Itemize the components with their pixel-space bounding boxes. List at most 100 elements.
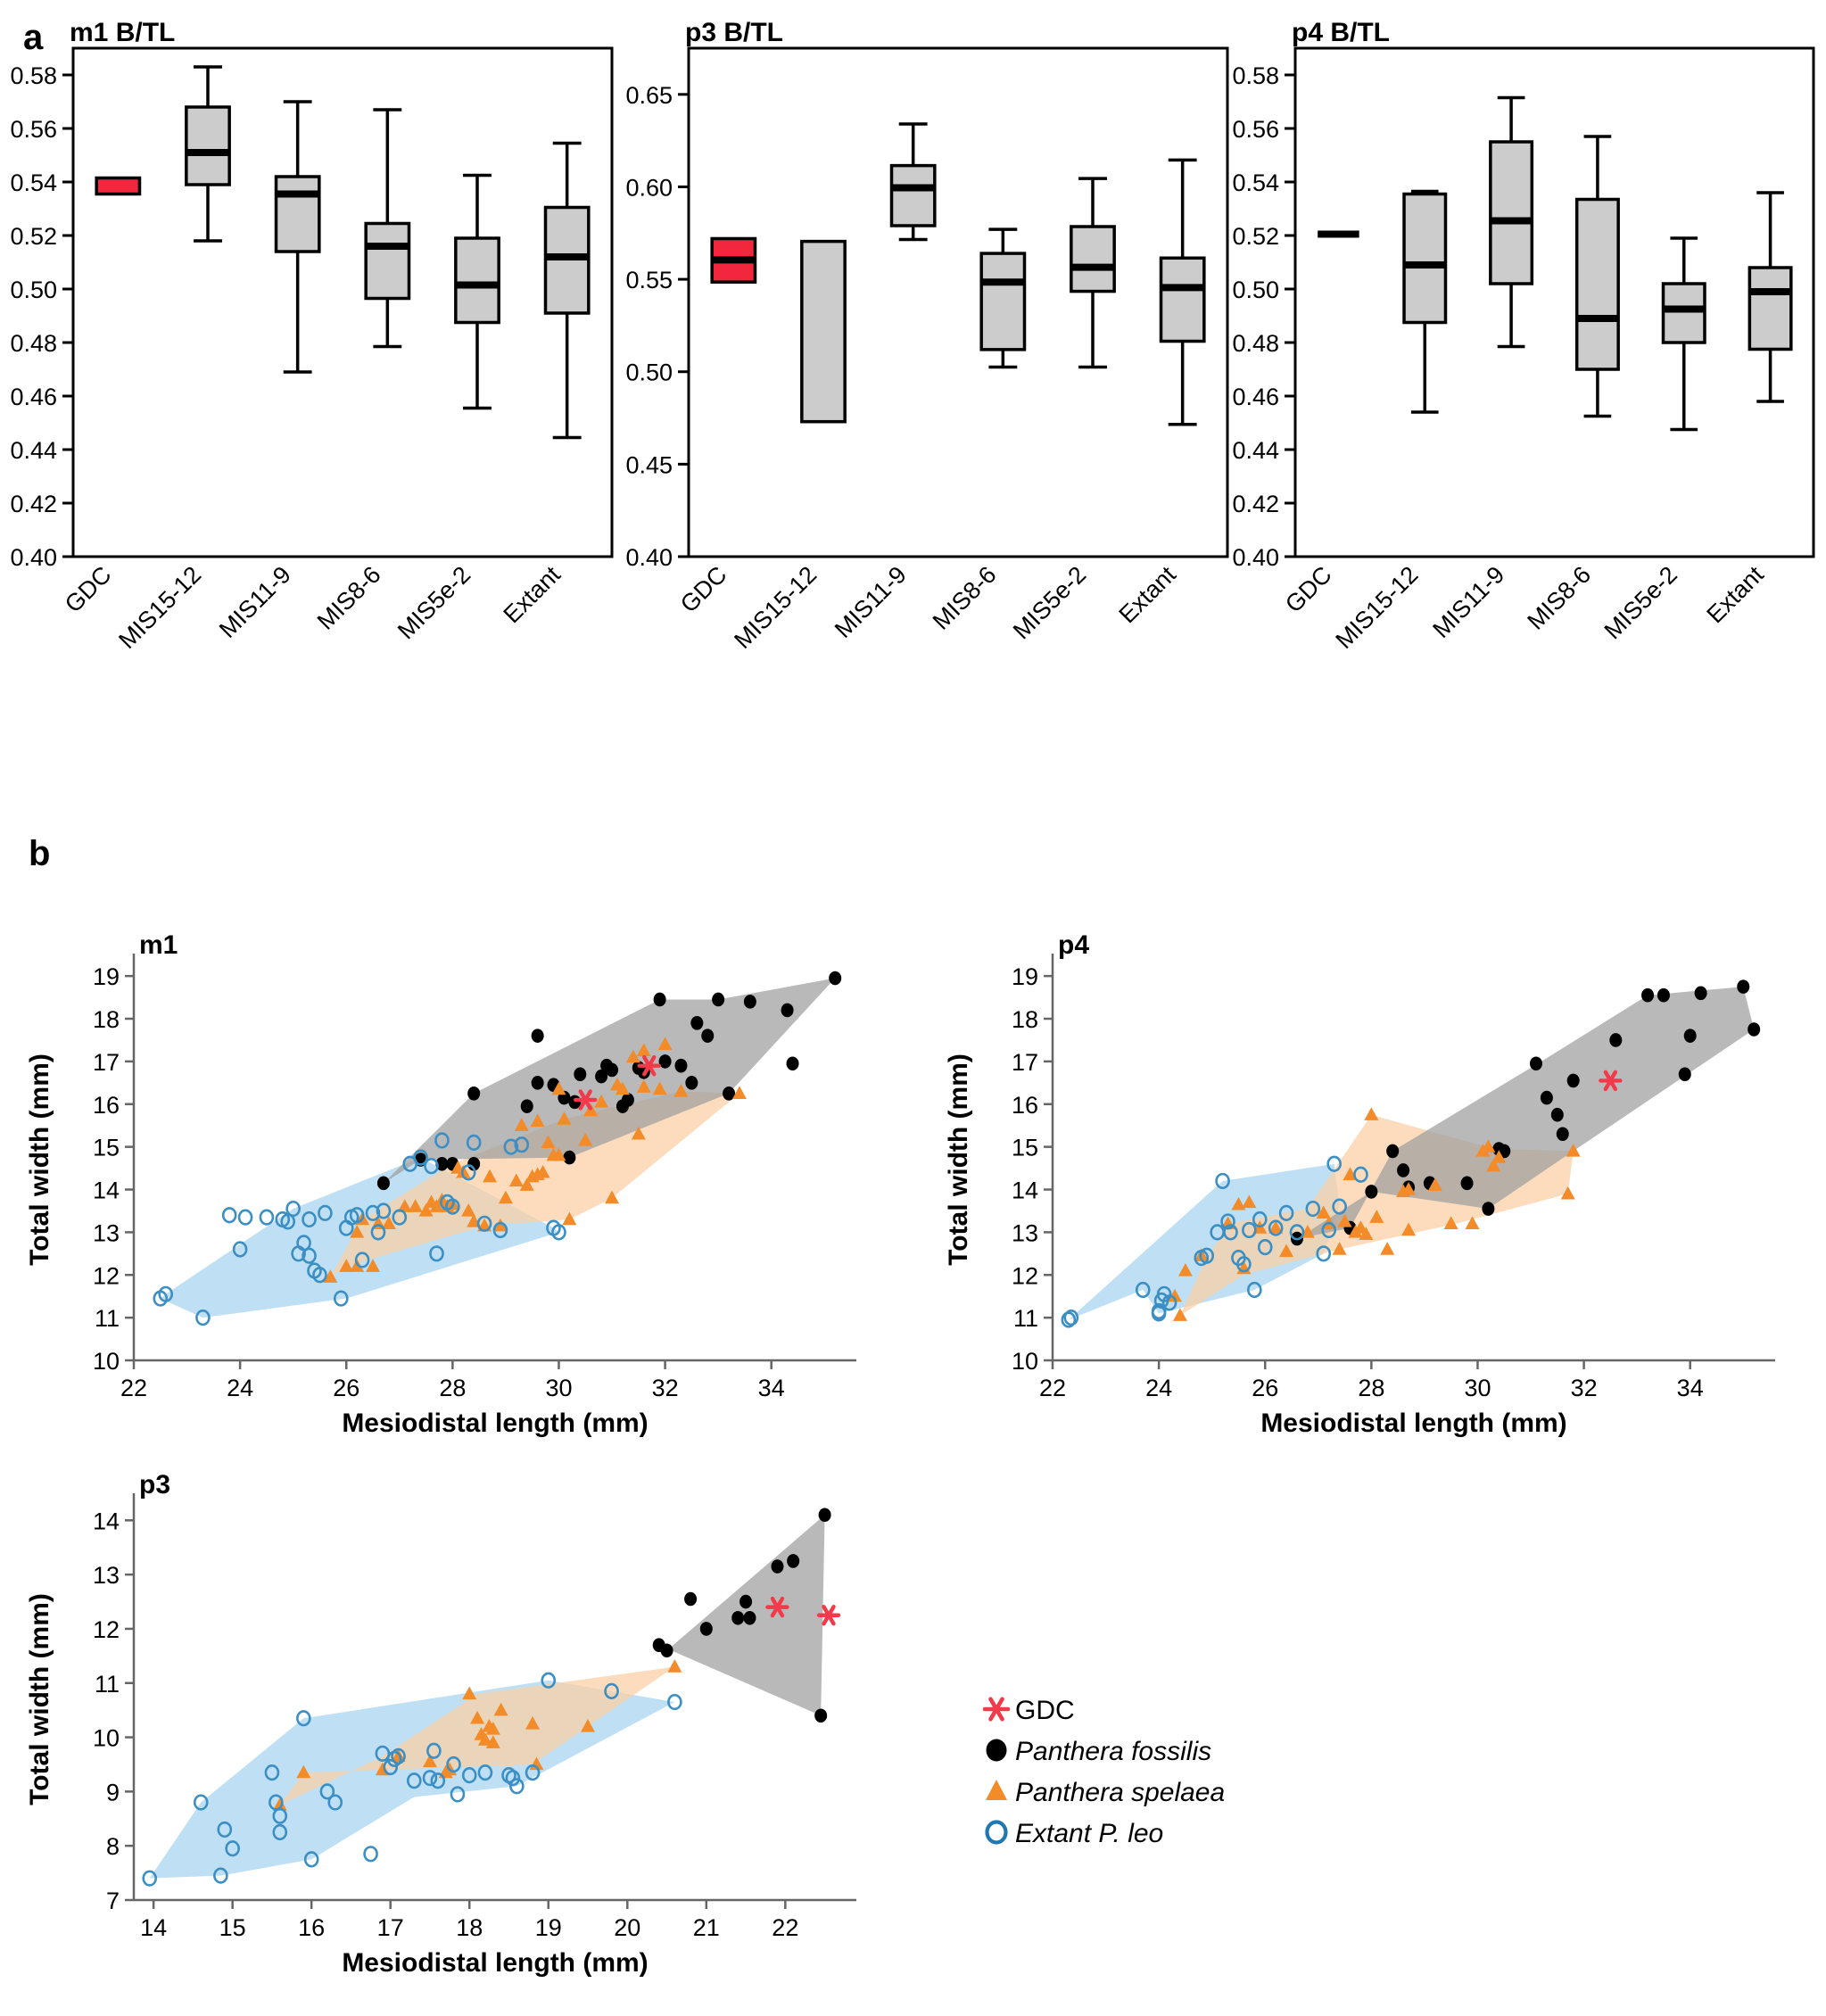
point-fossilis — [781, 1003, 794, 1018]
scatter-series — [765, 1596, 841, 1626]
x-axis-tick-label: 16 — [298, 1914, 325, 1941]
x-axis-tick-label: 24 — [227, 1375, 253, 1401]
boxplot-m1-container: m1 B/TL 0.40 0.42 0.44 0.46 0.48 0.50 0.52 0.54 0… — [0, 21, 624, 824]
point-extant-leo — [525, 1764, 541, 1781]
x-axis-tick-label: 30 — [1464, 1375, 1491, 1401]
point-fossilis — [1550, 1107, 1564, 1122]
x-axis-tick-label: 15 — [219, 1914, 246, 1941]
y-axis-tick-label: 13 — [1012, 1219, 1038, 1246]
point-extant-leo — [1305, 1200, 1321, 1218]
y-axis-tick-label: 0.52 — [1232, 223, 1279, 250]
point-spelaea — [541, 1135, 556, 1149]
point-extant-leo — [1316, 1245, 1332, 1262]
y-axis-tick-label: 0.48 — [10, 330, 57, 357]
x-axis-tick-label: 21 — [693, 1914, 720, 1941]
y-axis-tick-label: 0.54 — [1232, 169, 1279, 196]
point-fossilis — [743, 995, 756, 1009]
point-spelaea — [366, 1259, 381, 1272]
point-spelaea — [492, 1218, 508, 1232]
x-axis-tick-label: 24 — [1145, 1375, 1172, 1401]
point-spelaea — [1316, 1205, 1331, 1219]
y-axis-tick-label: 0.55 — [625, 267, 673, 293]
scatter-title: p3 — [139, 1470, 170, 1500]
x-axis-category-label: MIS15-12 — [1331, 561, 1424, 654]
y-axis-tick-label: 0.50 — [625, 359, 673, 386]
point-spelaea — [1427, 1177, 1442, 1191]
point-spelaea — [594, 1094, 609, 1108]
point-extant-leo — [259, 1209, 275, 1226]
y-axis-tick-label: 9 — [106, 1779, 120, 1805]
point-fossilis — [690, 1016, 704, 1030]
box-rect — [364, 221, 411, 301]
boxplot-box — [1070, 177, 1116, 369]
y-axis-tick-label: 0.56 — [10, 116, 57, 143]
point-extant-leo — [1278, 1204, 1294, 1221]
x-axis-category-label: MIS5e-2 — [1008, 561, 1091, 644]
point-spelaea — [1369, 1210, 1384, 1223]
point-spelaea — [1231, 1196, 1246, 1210]
point-spelaea — [408, 1199, 423, 1212]
point-spelaea — [578, 1133, 593, 1146]
panel-b-letter: b — [29, 834, 51, 873]
y-axis-tick-label: 0.60 — [625, 174, 673, 201]
point-spelaea — [551, 1147, 566, 1161]
y-axis-tick-label: 0.42 — [10, 491, 57, 517]
point-spelaea — [1465, 1216, 1480, 1230]
y-axis-tick-label: 19 — [1012, 963, 1038, 990]
point-extant-leo — [1326, 1155, 1342, 1172]
box-rect — [1748, 266, 1793, 351]
point-fossilis — [814, 1708, 828, 1723]
boxplot-box — [185, 65, 231, 243]
point-extant-leo — [370, 1224, 386, 1241]
point-fossilis — [1365, 1185, 1378, 1199]
y-axis-tick-label: 0.58 — [10, 62, 57, 89]
point-spelaea — [581, 1719, 596, 1732]
legend-label: Panthera fossilis — [1015, 1737, 1211, 1766]
point-fossilis — [1482, 1202, 1495, 1216]
scatter-series — [652, 1508, 831, 1723]
point-extant-leo — [272, 1807, 288, 1824]
point-extant-leo — [461, 1767, 477, 1784]
x-axis-tick-label: 20 — [614, 1914, 640, 1941]
x-axis-category-label: MIS8-6 — [1522, 561, 1596, 635]
x-axis-tick-label: 28 — [439, 1375, 466, 1401]
y-axis-tick-label: 0.50 — [10, 277, 57, 303]
point-extant-leo — [1252, 1210, 1268, 1228]
x-axis-tick-label: 19 — [535, 1914, 562, 1941]
y-axis-tick-label: 17 — [93, 1049, 120, 1076]
point-spelaea — [615, 1081, 630, 1095]
point-spelaea — [1167, 1288, 1182, 1302]
y-axis-tick-label: 0.44 — [10, 437, 57, 464]
legend-label: Panthera spelaea — [1015, 1778, 1225, 1807]
point-extant-leo — [225, 1840, 240, 1857]
point-fossilis — [818, 1508, 831, 1523]
point-extant-leo — [221, 1207, 237, 1224]
box-rect — [800, 239, 847, 424]
point-spelaea — [1380, 1242, 1395, 1255]
y-axis-tick-label: 0.65 — [625, 82, 673, 109]
point-extant-leo — [349, 1207, 365, 1224]
scatter-series — [1167, 1107, 1581, 1321]
point-extant-leo — [195, 1310, 211, 1326]
x-axis-tick-label: 26 — [1252, 1375, 1278, 1401]
point-extant-leo — [302, 1210, 317, 1228]
y-axis-tick-label: 0.45 — [625, 451, 673, 478]
y-axis-tick-label: 0.58 — [1232, 62, 1279, 89]
scatter-p3-container: p3 7 8 9 10 11 12 13 14 14 15 16 17 18 19 20 21 22 Mesiodi… — [18, 1463, 892, 1998]
point-fossilis — [1694, 986, 1707, 1001]
asterisk-stroke — [822, 1605, 836, 1626]
y-axis-tick-label: 12 — [93, 1616, 120, 1643]
boxplot-box — [274, 100, 321, 374]
box-rect — [274, 175, 321, 253]
point-spelaea — [1337, 1214, 1352, 1227]
x-axis-category-label: MIS11-9 — [214, 561, 296, 643]
y-axis-tick-label: 0.52 — [10, 223, 57, 250]
x-axis-category-label: Extant — [1114, 561, 1182, 629]
point-extant-leo — [302, 1247, 317, 1264]
point-extant-leo — [1063, 1310, 1079, 1326]
point-extant-leo — [460, 1164, 476, 1181]
point-spelaea — [514, 1118, 529, 1131]
boxplot-box — [1748, 191, 1793, 403]
point-fossilis — [1683, 1029, 1697, 1043]
scatter-series — [1599, 1070, 1623, 1092]
